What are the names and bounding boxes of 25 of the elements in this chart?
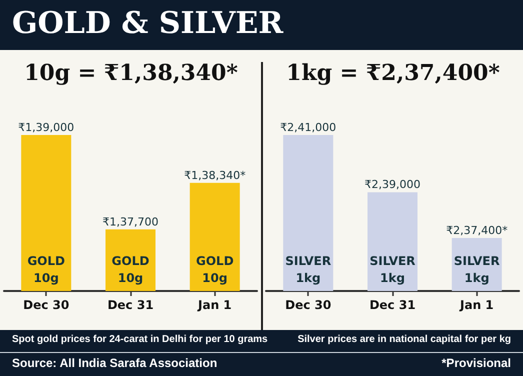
text: Silver prices are in national capital for per kg: [298, 334, 511, 345]
annotation: GOLD 10g: [112, 253, 150, 287]
chart-subtitle: 10g = ₹1,38,340*: [23, 60, 239, 86]
annotation: GOLD 10g: [27, 253, 65, 287]
data-label: ₹1,38,340*: [184, 168, 246, 182]
source-note: Source: All India Sarafa Association: [12, 356, 218, 370]
chart-subtitle: 1kg = ₹2,37,400*: [285, 60, 501, 86]
data-label: ₹2,37,400*: [446, 224, 508, 238]
data-label: ₹2,41,000: [280, 121, 336, 134]
data-label: ₹1,39,000: [18, 121, 74, 134]
data-label: ₹1,37,700: [102, 215, 158, 228]
x-tick-label: Dec 31: [107, 298, 154, 312]
annotation: SILVER 1kg: [285, 253, 332, 287]
annotation: SILVER 1kg: [454, 253, 500, 287]
annotation: SILVER 1kg: [370, 253, 416, 287]
text: *Provisional: [442, 356, 511, 370]
annotation: GOLD 10g: [196, 253, 234, 287]
x-tick-label: Jan 1: [197, 298, 232, 312]
x-tick-label: Dec 30: [285, 298, 332, 312]
x-tick-label: Dec 31: [369, 298, 416, 312]
text: Spot gold prices for 24-carat in Delhi for per 10 grams: [12, 334, 268, 345]
x-tick-label: Dec 30: [23, 298, 70, 312]
x-tick-label: Jan 1: [459, 298, 494, 312]
data-label: ₹2,39,000: [364, 178, 420, 192]
chart-title: GOLD & SILVER: [12, 6, 284, 41]
